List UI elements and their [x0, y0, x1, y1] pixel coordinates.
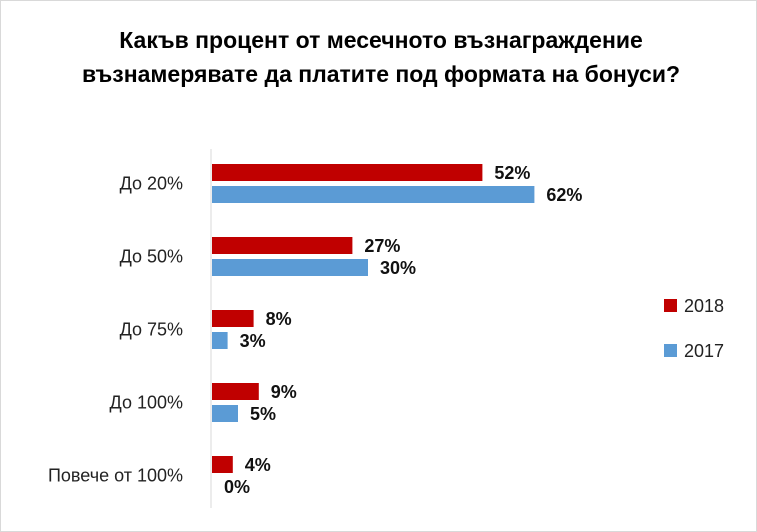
- bar-2017-до-20: [212, 186, 535, 203]
- category-label: До 20%: [120, 174, 183, 194]
- bar-2018-до-100: [212, 383, 259, 400]
- bar-2017-до-75: [212, 332, 228, 349]
- legend-label-2017: 2017: [684, 341, 724, 361]
- bar-2018-до-50: [212, 237, 353, 254]
- bar-2018-до-75: [212, 310, 254, 327]
- legend-swatch-2017: [664, 344, 677, 357]
- category-label: До 100%: [110, 393, 183, 413]
- data-label: 9%: [271, 382, 297, 402]
- data-label: 3%: [240, 331, 266, 351]
- category-label: До 75%: [120, 320, 183, 340]
- data-label: 62%: [546, 185, 582, 205]
- data-label: 0%: [224, 477, 250, 497]
- bar-2017-до-100: [212, 405, 238, 422]
- legend-swatch-2018: [664, 299, 677, 312]
- data-label: 52%: [494, 163, 530, 183]
- data-label: 30%: [380, 258, 416, 278]
- chart-title: Какъв процент от месечното възнаграждени…: [81, 27, 681, 87]
- bar-2017-до-50: [212, 259, 368, 276]
- bar-2018-повече-от-100: [212, 456, 233, 473]
- data-label: 5%: [250, 404, 276, 424]
- data-label: 8%: [266, 309, 292, 329]
- category-label: Повече от 100%: [48, 466, 183, 486]
- bar-2018-до-20: [212, 164, 483, 181]
- legend-label-2018: 2018: [684, 296, 724, 316]
- data-label: 27%: [364, 236, 400, 256]
- data-label: 4%: [245, 455, 271, 475]
- category-label: До 50%: [120, 247, 183, 267]
